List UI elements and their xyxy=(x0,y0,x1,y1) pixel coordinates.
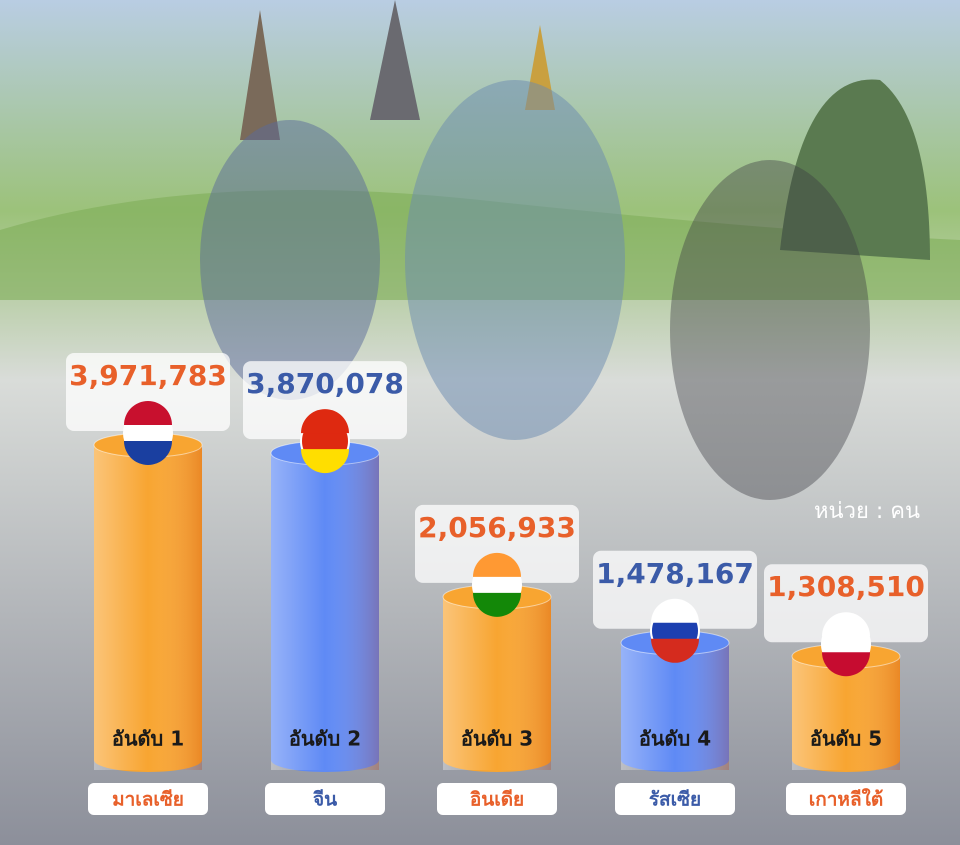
flag-part xyxy=(124,401,172,425)
value-label: 3,870,078 xyxy=(246,367,404,400)
tourist xyxy=(670,160,870,500)
flag-part xyxy=(301,409,349,434)
x-tick-label: รัสเซีย xyxy=(649,789,701,811)
rank-label: อันดับ 4 xyxy=(639,727,711,751)
value-label: 1,308,510 xyxy=(767,570,925,603)
bar-shade xyxy=(94,445,202,770)
value-box xyxy=(764,564,928,643)
bar-shade xyxy=(271,453,379,770)
value-box xyxy=(243,361,407,440)
cliff xyxy=(780,79,930,260)
unit-label: หน่วย : คน xyxy=(814,499,920,524)
temple xyxy=(240,10,280,140)
rank-label: อันดับ 3 xyxy=(461,727,533,751)
value-box xyxy=(415,504,579,583)
flag-part xyxy=(651,598,699,623)
x-tick-label: เกาหลีใต้ xyxy=(809,788,883,811)
flag-part xyxy=(124,441,172,465)
value-label: 3,971,783 xyxy=(69,359,227,392)
flag-part xyxy=(301,449,349,474)
value-label: 1,478,167 xyxy=(596,557,754,590)
rank-label: อันดับ 2 xyxy=(289,727,361,751)
tourist xyxy=(405,80,625,440)
category-pill xyxy=(615,783,735,815)
flag-part xyxy=(822,612,870,637)
value-box xyxy=(593,550,757,629)
flag-part xyxy=(473,592,521,617)
flag-part xyxy=(651,638,699,663)
tourist xyxy=(200,120,380,400)
rank-label: อันดับ 5 xyxy=(810,727,882,751)
category-pill xyxy=(88,783,208,815)
category-pill xyxy=(786,783,906,815)
category-pill xyxy=(437,783,557,815)
temple xyxy=(370,0,420,120)
value-box xyxy=(66,353,230,431)
rank-label: อันดับ 1 xyxy=(112,727,184,751)
bar-shade xyxy=(621,642,729,770)
bar-shade xyxy=(443,596,551,770)
category-pill xyxy=(265,783,385,815)
x-tick-label: มาเลเซีย xyxy=(112,789,184,811)
x-tick-label: อินเดีย xyxy=(470,789,524,811)
x-tick-label: จีน xyxy=(313,789,337,811)
value-label: 2,056,933 xyxy=(418,511,576,544)
flag-part xyxy=(822,652,870,677)
flag-part xyxy=(473,552,521,577)
